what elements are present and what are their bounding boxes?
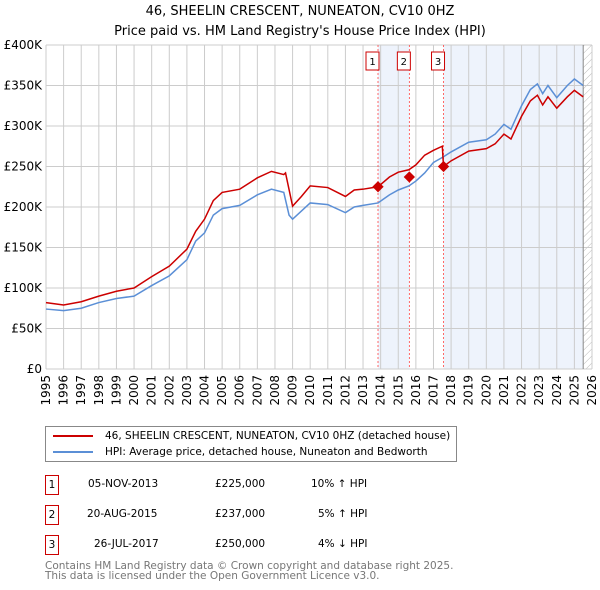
- sale-number: 2: [45, 505, 59, 525]
- legend-item-hpi: HPI: Average price, detached house, Nune…: [53, 446, 427, 458]
- x-tick-label: 2007: [250, 375, 264, 406]
- x-tick-label: 2013: [356, 375, 370, 406]
- y-tick-label: £150K: [4, 241, 44, 255]
- price-chart: 1995 1996 1997 1998 1999 2000 2001 2002 2003 2004…: [4, 38, 599, 406]
- sale-row: 2 20-AUG-2015 £237,000 5% ↑ HPI: [45, 505, 445, 527]
- x-tick-label: 2020: [479, 375, 493, 406]
- x-tick-label: 2022: [515, 375, 529, 406]
- legend-label: 46, SHEELIN CRESCENT, NUNEATON, CV10 0HZ…: [105, 430, 451, 442]
- sale-number: 1: [45, 475, 59, 495]
- x-tick-label: 1995: [39, 375, 53, 406]
- sale-label: 1: [369, 57, 375, 68]
- hpi-line: [45, 78, 584, 312]
- sale-date: 05-NOV-2013: [88, 478, 159, 490]
- x-tick-label: 2003: [180, 375, 194, 406]
- x-tick-label: 2015: [391, 375, 405, 406]
- sale-row: 3 26-JUL-2017 £250,000 4% ↓ HPI: [45, 535, 445, 557]
- y-tick-label: £50K: [11, 322, 43, 336]
- y-tick-label: £400K: [4, 38, 44, 52]
- y-tick-label: £0: [27, 362, 42, 376]
- footer-copyright: Contains HM Land Registry data © Crown c…: [45, 560, 454, 572]
- x-tick-label: 1996: [57, 375, 71, 406]
- x-tick-label: 2010: [303, 375, 317, 406]
- x-tick-label: 2024: [550, 375, 564, 406]
- x-tick-label: 2026: [585, 375, 599, 406]
- sale-point: [372, 181, 384, 193]
- y-tick-label: £200K: [4, 200, 44, 214]
- x-tick-label: 2005: [215, 375, 229, 406]
- sale-number: 3: [45, 535, 59, 555]
- legend-label: HPI: Average price, detached house, Nune…: [105, 446, 428, 458]
- x-tick-label: 1999: [109, 375, 123, 406]
- sale-price: £225,000: [215, 478, 266, 490]
- x-tick-label: 2006: [233, 375, 247, 406]
- x-tick-label: 2000: [127, 375, 141, 406]
- footer-licence: This data is licensed under the Open Gov…: [45, 570, 380, 582]
- x-tick-label: 2008: [268, 375, 282, 406]
- y-tick-label: £250K: [4, 160, 44, 174]
- sale-point: [437, 160, 450, 173]
- title: 46, SHEELIN CRESCENT, NUNEATON, CV10 0HZ: [145, 4, 455, 19]
- sale-price: £250,000: [215, 538, 266, 550]
- y-tick-label: £100K: [4, 281, 44, 295]
- x-tick-label: 1998: [92, 375, 106, 406]
- x-tick-label: 2002: [162, 375, 176, 406]
- sale-date: 20-AUG-2015: [87, 508, 158, 520]
- x-tick-label: 2023: [532, 375, 546, 406]
- sale-row: 1 05-NOV-2013 £225,000 10% ↑ HPI: [45, 475, 445, 497]
- x-tick-label: 2014: [374, 375, 388, 406]
- sale-label-box: [431, 51, 446, 71]
- sale-price: £237,000: [215, 508, 266, 520]
- x-tick-label: 2021: [497, 375, 511, 406]
- x-tick-label: 1997: [74, 375, 88, 406]
- legend: 46, SHEELIN CRESCENT, NUNEATON, CV10 0HZ…: [45, 426, 457, 462]
- sale-label: 3: [435, 57, 441, 68]
- legend-item-property: 46, SHEELIN CRESCENT, NUNEATON, CV10 0HZ…: [53, 430, 450, 442]
- x-tick-label: 2012: [338, 375, 352, 406]
- sale-date: 26-JUL-2017: [94, 538, 159, 550]
- sale-label: 2: [401, 57, 407, 68]
- sale-hpi: 4% ↓ HPI: [318, 538, 368, 550]
- x-tick-label: 2019: [462, 375, 476, 406]
- x-tick-label: 2011: [321, 375, 335, 406]
- sale-hpi: 10% ↑ HPI: [311, 478, 368, 490]
- price-line: [45, 89, 584, 306]
- x-tick-label: 2001: [145, 375, 159, 406]
- x-tick-label: 2025: [567, 375, 581, 406]
- sale-point: [403, 171, 416, 183]
- x-tick-label: 2016: [409, 375, 423, 406]
- sale-hpi: 5% ↑ HPI: [318, 508, 368, 520]
- x-tick-label: 2004: [198, 375, 212, 406]
- x-tick-label: 2017: [426, 375, 440, 406]
- legend-swatch-blue: [53, 451, 93, 453]
- y-tick-label: £350K: [4, 79, 44, 93]
- legend-swatch-red: [53, 435, 93, 437]
- subtitle: Price paid vs. HM Land Registry's House …: [114, 24, 486, 39]
- sale-label-box: [396, 51, 411, 71]
- footer: Contains HM Land Registry data © Crown c…: [45, 560, 454, 582]
- y-tick-label: £300K: [4, 119, 44, 133]
- sale-label-box: [365, 51, 380, 71]
- x-tick-label: 2018: [444, 375, 458, 406]
- x-tick-label: 2009: [286, 375, 300, 406]
- chart-title: 46, SHEELIN CRESCENT, NUNEATON, CV10 0HZ…: [0, 2, 600, 42]
